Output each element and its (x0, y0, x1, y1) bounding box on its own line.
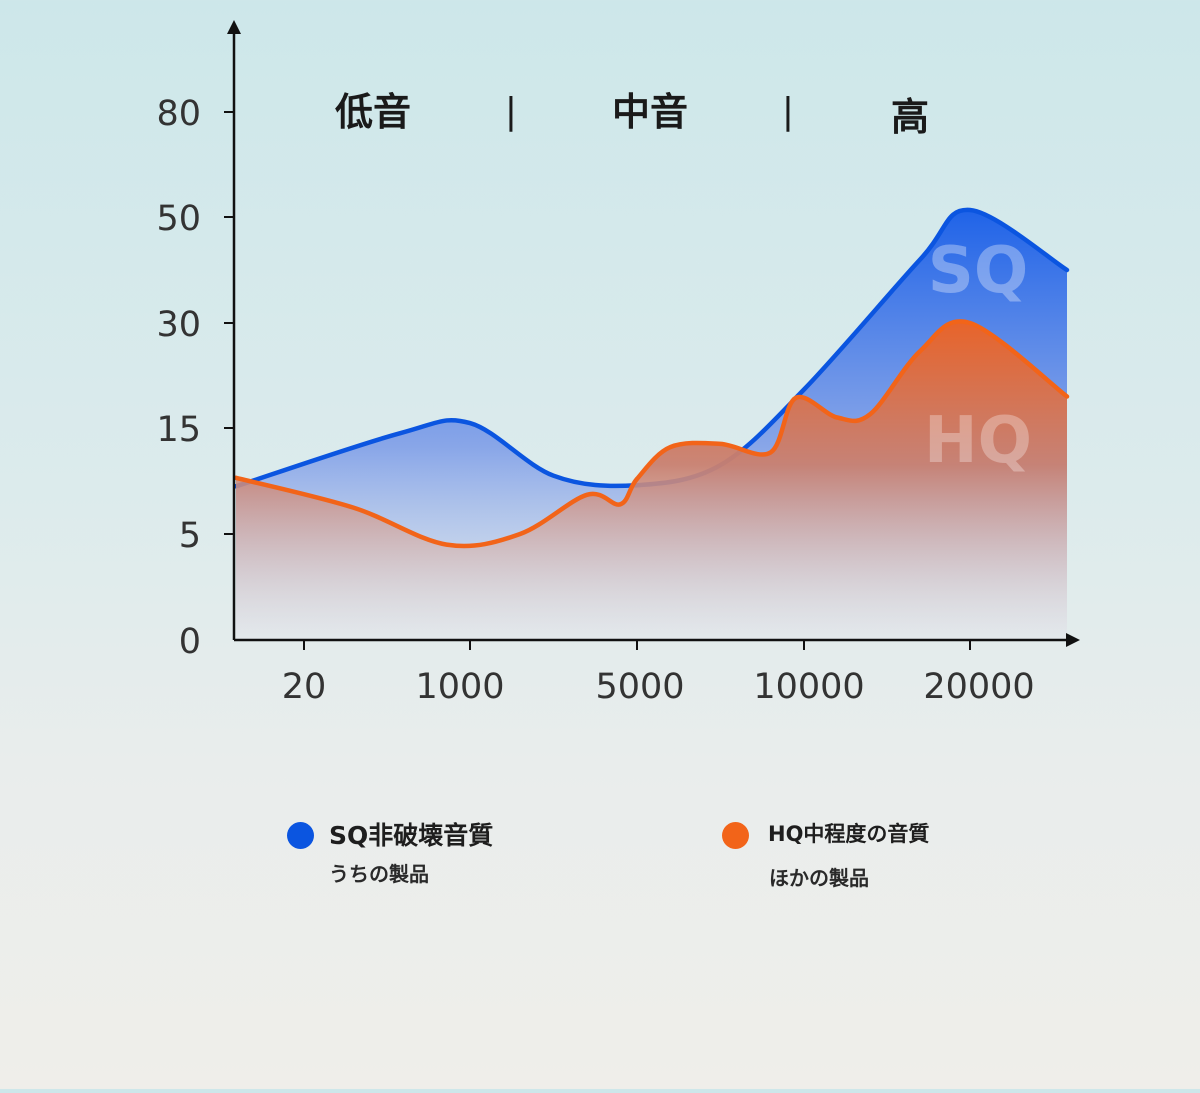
x-tick-label: 1000 (415, 667, 504, 707)
series-hq-line (233, 319, 1070, 549)
x-axis-arrow (1066, 633, 1080, 647)
band-separator: | (505, 91, 517, 132)
legend-hq-title: HQ中程度の音質 (768, 822, 930, 846)
y-tick-label: 5 (179, 516, 201, 556)
x-tick-label: 5000 (595, 667, 684, 707)
legend-hq-dot (722, 822, 749, 849)
x-tick-label: 10000 (753, 667, 864, 707)
legend-hq-subtitle: ほかの製品 (769, 866, 869, 890)
y-tick-label: 50 (156, 199, 201, 239)
y-axis-arrow (227, 20, 241, 34)
band-separator: | (782, 91, 794, 132)
legend-sq-dot (287, 822, 314, 849)
legend-sq-title: SQ非破壊音質 (329, 821, 494, 850)
x-tick-label: 20 (282, 667, 327, 707)
series-hq-label: HQ (924, 404, 1032, 478)
y-tick-label: 30 (156, 305, 201, 345)
band-label: 中音 (612, 90, 688, 134)
series-hq-area (236, 321, 1067, 640)
legend-sq-subtitle: うちの製品 (329, 862, 429, 886)
series-sq-label: SQ (928, 234, 1029, 308)
y-tick-label: 0 (179, 622, 201, 662)
x-tick-label: 20000 (923, 667, 1034, 707)
y-tick-label: 80 (156, 94, 201, 134)
y-tick-label: 15 (156, 410, 201, 450)
band-label: 低音 (335, 90, 411, 134)
band-label: 高 (891, 95, 929, 139)
